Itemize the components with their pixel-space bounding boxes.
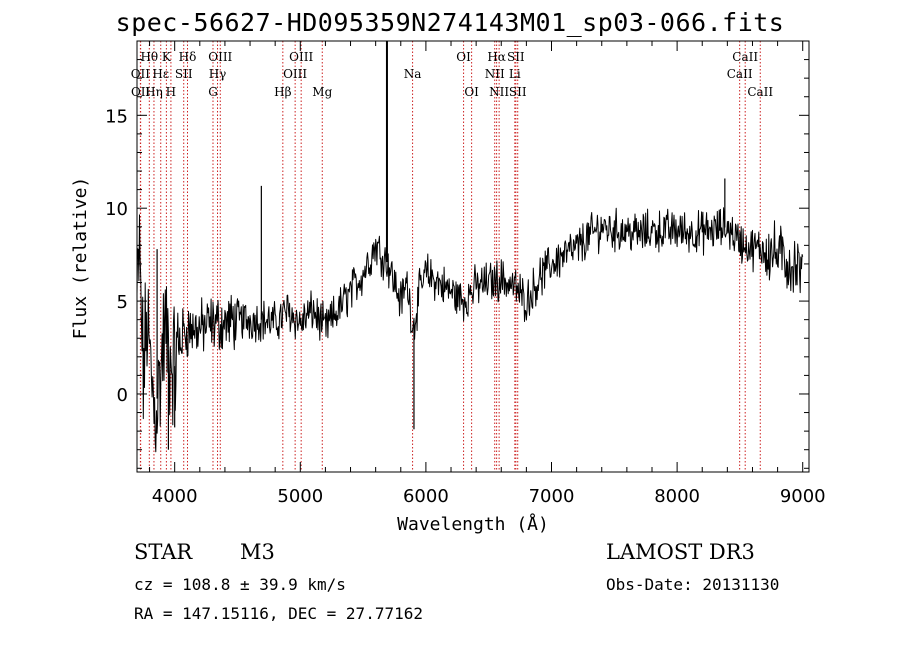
y-axis-title: Flux (relative) [70,177,91,340]
line-marker-label-3: Hε [152,67,169,81]
line-marker-label-23: Li [509,67,521,81]
spectrum-line [136,207,804,453]
y-tick-label-15: 15 [105,106,128,127]
line-marker-label-22: SII [507,50,525,64]
object-subclass: M3 [240,540,275,564]
line-marker-label-21: NII [489,85,509,99]
y-axis-ticks: 0 5 10 15 [105,40,809,469]
line-marker-label-4: Hη [145,85,163,99]
x-axis-ticks: 4000 5000 6000 7000 8000 9000 [149,41,826,507]
line-marker-label-2: OII [131,85,151,99]
line-marker-label-5: K [162,50,172,64]
object-class: STAR [134,540,193,564]
line-marker-label-10: Hγ [209,67,227,81]
line-marker-label-14: OIII [283,67,307,81]
y-tick-label-10: 10 [105,199,128,220]
x-tick-label-4000: 4000 [152,486,198,507]
x-axis-title: Wavelength (Å) [397,513,549,535]
y-tick-label-5: 5 [117,292,128,313]
y-tick-label-0: 0 [117,385,128,406]
x-tick-label-7000: 7000 [529,486,575,507]
observation-date: Obs-Date: 20131130 [606,575,780,594]
line-marker-label-0: Hθ [140,50,158,64]
line-marker-label-12: Hβ [274,85,291,99]
line-marker-label-7: Hδ [179,50,197,64]
line-marker-label-13: OIII [289,50,313,64]
redshift-velocity: cz = 108.8 ± 39.9 km/s [134,575,346,594]
line-marker-label-9: OIII [208,50,232,64]
line-marker-label-15: Mg [312,85,332,99]
survey-name: LAMOST DR3 [606,540,755,564]
line-marker-label-17: OI [456,50,471,64]
coordinates: RA = 147.15116, DEC = 27.77162 [134,604,423,623]
line-marker-label-16: Na [404,67,422,81]
x-tick-label-9000: 9000 [780,486,826,507]
line-marker-label-19: Hα [487,50,506,64]
x-tick-label-5000: 5000 [277,486,323,507]
spectrum-spikes [156,41,726,450]
x-tick-label-6000: 6000 [403,486,449,507]
line-marker-label-11: G [208,85,218,99]
plot-frame [136,40,810,473]
line-marker-label-1: OII [131,67,151,81]
line-markers [139,41,761,472]
line-marker-label-26: CaII [727,67,753,81]
line-marker-label-24: SII [509,85,527,99]
line-marker-label-25: CaII [732,50,758,64]
line-marker-label-20: NII [485,67,505,81]
line-marker-label-8: SII [175,67,193,81]
line-marker-label-6: H [166,85,176,99]
x-tick-label-8000: 8000 [654,486,700,507]
chart-title: spec-56627-HD095359N274143M01_sp03-066.f… [115,8,785,37]
line-marker-label-18: OI [464,85,479,99]
line-marker-label-27: CaII [747,85,773,99]
